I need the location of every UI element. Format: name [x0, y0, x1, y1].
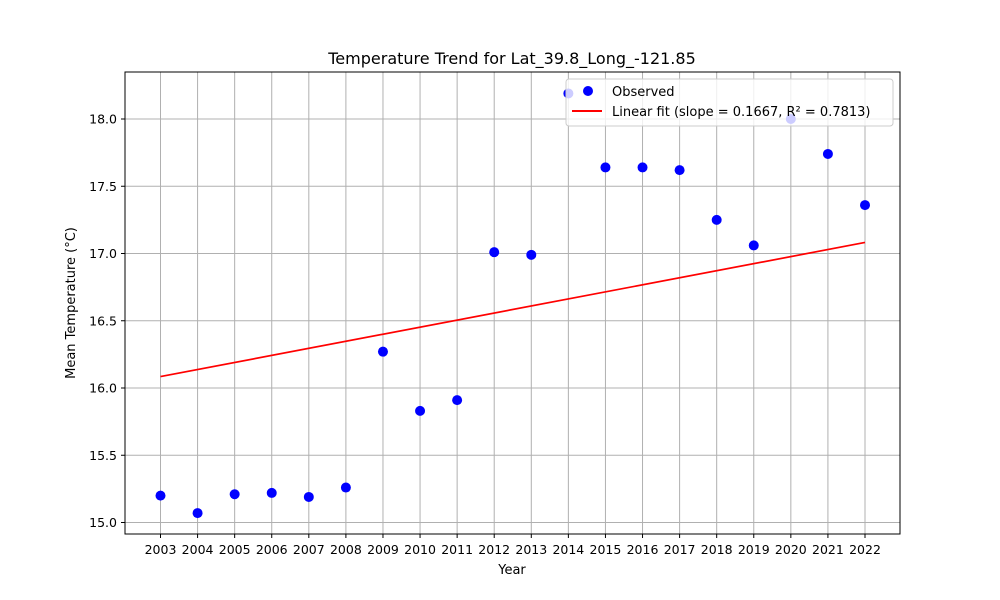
data-point — [600, 162, 611, 173]
legend-box — [565, 78, 894, 127]
x-tick-label: 2010 — [404, 542, 436, 557]
x-axis-label: Year — [497, 563, 526, 578]
data-point — [748, 240, 759, 251]
y-tick-label: 17.0 — [89, 246, 117, 261]
x-tick-label: 2019 — [738, 542, 770, 557]
x-tick-label: 2016 — [627, 542, 659, 557]
data-point — [340, 482, 351, 493]
fit-line-layer — [160, 241, 866, 378]
data-point — [674, 165, 685, 176]
x-tick-label: 2015 — [590, 542, 622, 557]
plot-frame — [124, 71, 901, 535]
data-point — [303, 491, 314, 502]
y-tick-label: 17.5 — [89, 179, 117, 194]
y-tick-label: 18.0 — [89, 112, 117, 127]
x-tick-label: 2020 — [775, 542, 807, 557]
legend-marker-observed — [583, 86, 593, 96]
x-tick-label: 2017 — [664, 542, 696, 557]
x-tick-label: 2014 — [552, 542, 584, 557]
data-point — [155, 490, 166, 501]
chart-title: Temperature Trend for Lat_39.8_Long_-121… — [327, 49, 696, 69]
y-axis-ticks: 15.0 15.5 16.0 16.5 17.0 17.5 18.0 — [89, 112, 125, 530]
y-tick-label: 16.5 — [89, 313, 117, 328]
x-tick-label: 2006 — [256, 542, 288, 557]
x-tick-label: 2007 — [293, 542, 325, 557]
data-point — [822, 148, 833, 159]
data-point — [489, 247, 500, 258]
fit-line — [160, 241, 866, 378]
data-point — [711, 214, 722, 225]
x-tick-label: 2008 — [330, 542, 362, 557]
data-point — [229, 489, 240, 500]
data-point — [452, 395, 463, 406]
data-point — [526, 249, 537, 260]
x-tick-label: 2021 — [812, 542, 844, 557]
y-tick-label: 15.0 — [89, 515, 117, 530]
grid — [125, 72, 900, 534]
data-point — [192, 508, 203, 519]
y-tick-label: 16.0 — [89, 381, 117, 396]
x-tick-label: 2022 — [849, 542, 881, 557]
data-point — [377, 346, 388, 357]
x-tick-label: 2018 — [701, 542, 733, 557]
data-point — [415, 405, 426, 416]
x-tick-label: 2013 — [515, 542, 547, 557]
x-tick-label: 2005 — [219, 542, 251, 557]
x-tick-label: 2011 — [441, 542, 473, 557]
x-tick-label: 2003 — [145, 542, 177, 557]
y-tick-label: 15.5 — [89, 448, 117, 463]
data-point — [637, 162, 648, 173]
legend: Observed Linear fit (slope = 0.1667, R² … — [565, 78, 894, 127]
data-point — [266, 487, 277, 498]
data-point — [860, 200, 870, 211]
x-axis-ticks: 2003 2004 2005 2006 2007 2008 2009 2010 2011 2012… — [145, 534, 881, 557]
x-tick-label: 2012 — [478, 542, 510, 557]
x-tick-label: 2009 — [367, 542, 399, 557]
legend-label-fit: Linear fit (slope = 0.1667, R² = 0.7813) — [612, 105, 870, 120]
legend-label-observed: Observed — [612, 85, 675, 100]
x-tick-label: 2004 — [182, 542, 214, 557]
y-axis-label: Mean Temperature (°C) — [64, 227, 79, 379]
